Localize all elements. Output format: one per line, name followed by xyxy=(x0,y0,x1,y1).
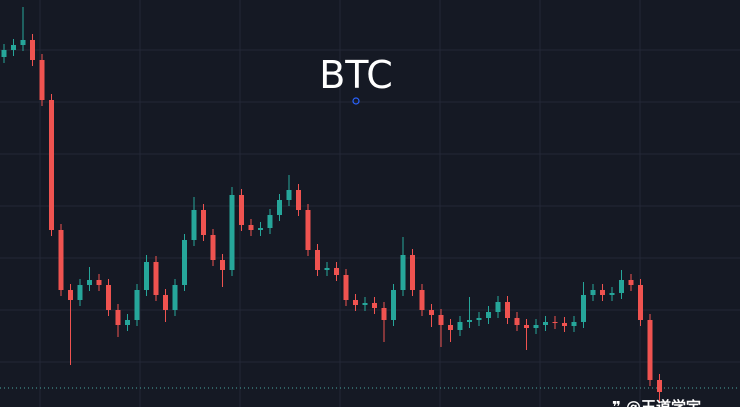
candle-body xyxy=(305,210,311,250)
candle-body xyxy=(362,303,368,305)
candle-body xyxy=(286,190,292,200)
candle-body xyxy=(134,290,140,320)
candle-body xyxy=(581,295,586,322)
candle-body xyxy=(220,260,225,270)
candle-body xyxy=(77,285,83,300)
candle-body xyxy=(343,275,349,300)
candle-body xyxy=(438,315,444,325)
chart-title: BTC xyxy=(319,53,393,97)
candle-body xyxy=(419,290,425,310)
candle-body xyxy=(182,240,187,285)
candle-body xyxy=(476,318,482,320)
candle-body xyxy=(68,290,73,300)
candle-body xyxy=(533,325,539,328)
candle-body xyxy=(248,225,254,230)
candle-body xyxy=(163,295,168,310)
candle-body xyxy=(400,255,406,290)
candle-body xyxy=(20,40,26,45)
candle-body xyxy=(201,210,206,235)
candle-body xyxy=(191,210,197,240)
candle-body xyxy=(296,190,301,210)
candle-body xyxy=(324,268,330,270)
candle-body xyxy=(87,280,92,285)
candle-body xyxy=(486,312,491,318)
candle-body xyxy=(58,230,64,290)
candle-body xyxy=(106,285,111,310)
candle-body xyxy=(277,200,282,215)
candle-body xyxy=(239,195,244,225)
candle-body xyxy=(505,302,510,318)
candle-body xyxy=(657,380,662,392)
candle-body xyxy=(229,195,235,270)
candle-body xyxy=(628,280,634,285)
candle-body xyxy=(543,322,548,325)
candle-body xyxy=(315,250,320,270)
candle-body xyxy=(514,318,520,325)
candles xyxy=(1,7,662,402)
candle-body xyxy=(381,308,387,320)
candle-body xyxy=(334,268,339,275)
candle-body xyxy=(391,290,396,320)
candle-body xyxy=(619,280,624,293)
candle-body xyxy=(125,320,130,325)
candle-body xyxy=(609,293,615,295)
candle-body xyxy=(30,40,35,60)
candle-body xyxy=(457,322,463,330)
candle-body xyxy=(647,320,653,380)
candle-body xyxy=(562,323,567,326)
candle-body xyxy=(153,262,159,295)
candle-body xyxy=(1,50,7,57)
candle-body xyxy=(448,325,453,330)
candle-body xyxy=(172,285,178,310)
candle-body xyxy=(571,322,577,326)
candle-body xyxy=(353,300,358,305)
candle-body xyxy=(11,45,16,50)
anchor-dot xyxy=(352,97,360,105)
candle-body xyxy=(258,228,263,230)
candle-body xyxy=(524,325,529,328)
candle-body xyxy=(115,310,121,325)
candle-body xyxy=(552,322,558,323)
candle-body xyxy=(210,235,216,260)
candle-body xyxy=(600,290,605,295)
candle-body xyxy=(495,302,501,312)
candle-body xyxy=(39,60,45,100)
candle-body xyxy=(96,280,102,285)
candle-body xyxy=(49,100,54,230)
watermark: ❞ @王道学宇 xyxy=(612,398,701,407)
candle-body xyxy=(144,262,149,290)
candle-body xyxy=(429,310,434,315)
candle-body xyxy=(372,303,377,308)
candle-body xyxy=(267,215,273,228)
candle-body xyxy=(590,290,596,295)
candle-body xyxy=(410,255,415,290)
candle-body xyxy=(467,320,472,322)
candle-body xyxy=(638,285,643,320)
